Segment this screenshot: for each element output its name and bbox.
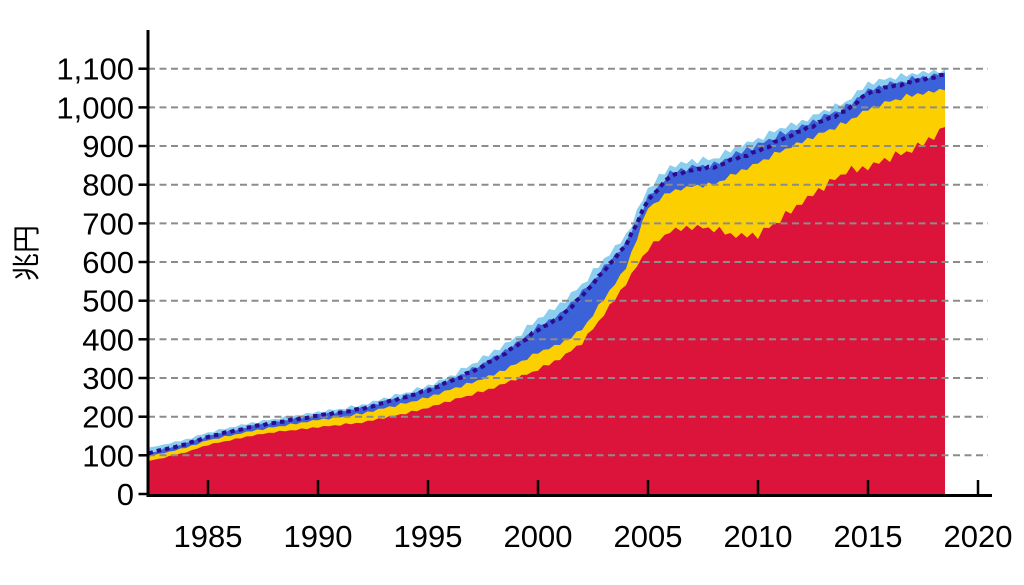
y-tick-label-800: 800	[82, 168, 134, 203]
x-tick-label-2000: 2000	[504, 519, 573, 554]
dotted-total-line	[148, 72, 946, 456]
dotted-line-path	[148, 72, 946, 456]
x-tick-label-1990: 1990	[284, 519, 353, 554]
x-tick-label-2015: 2015	[834, 519, 903, 554]
y-axis-label: 兆円	[11, 225, 42, 281]
y-tick-label-900: 900	[82, 129, 134, 164]
y-tick-label-400: 400	[82, 322, 134, 357]
y-tick-label-100: 100	[82, 438, 134, 473]
area-red	[148, 127, 946, 494]
y-tick-label-200: 200	[82, 400, 134, 435]
y-tick-label-300: 300	[82, 361, 134, 396]
x-tick-label-2005: 2005	[614, 519, 683, 554]
y-tick-label-500: 500	[82, 284, 134, 319]
x-tick-label-1985: 1985	[174, 519, 243, 554]
gridlines	[148, 67, 988, 457]
y-tick-label-700: 700	[82, 206, 134, 241]
y-tick-label-0: 0	[117, 477, 134, 512]
x-tick-label-1995: 1995	[394, 519, 463, 554]
y-tick-label-1000: 1,000	[56, 90, 134, 125]
y-tick-label-600: 600	[82, 245, 134, 280]
x-tick-label-2010: 2010	[724, 519, 793, 554]
tick-marks	[138, 67, 980, 496]
x-tick-label-2020: 2020	[944, 519, 1013, 554]
y-tick-label-1100: 1,100	[56, 52, 134, 87]
stacked-areas	[148, 69, 946, 495]
